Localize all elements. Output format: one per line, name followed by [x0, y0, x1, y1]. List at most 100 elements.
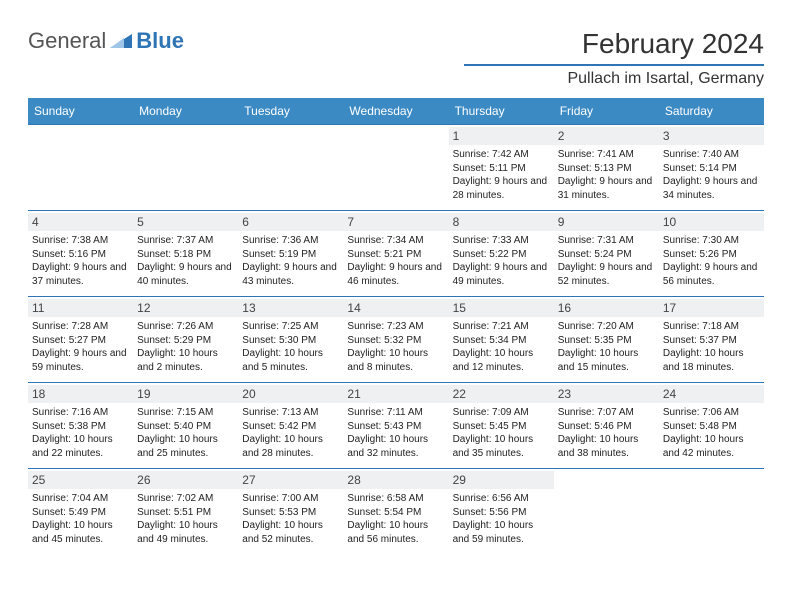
- calendar-cell: [659, 469, 764, 555]
- day-info: Sunrise: 7:33 AMSunset: 5:22 PMDaylight:…: [453, 234, 550, 288]
- calendar-cell: 27Sunrise: 7:00 AMSunset: 5:53 PMDayligh…: [238, 469, 343, 555]
- day-number: 13: [238, 299, 343, 317]
- calendar-cell: 3 Sunrise: 7:40 AMSunset: 5:14 PMDaylight…: [659, 125, 764, 211]
- calendar-cell: 9 Sunrise: 7:31 AMSunset: 5:24 PMDaylight…: [554, 211, 659, 297]
- day-info: Sunrise: 7:28 AMSunset: 5:27 PMDaylight:…: [32, 320, 129, 374]
- day-number: 29: [449, 471, 554, 489]
- day-info: Sunrise: 7:23 AMSunset: 5:32 PMDaylight:…: [347, 320, 444, 374]
- day-info: Sunrise: 7:42 AMSunset: 5:11 PMDaylight:…: [453, 148, 550, 202]
- day-info: Sunrise: 7:40 AMSunset: 5:14 PMDaylight:…: [663, 148, 760, 202]
- brand-word1: General: [28, 28, 106, 54]
- day-info: Sunrise: 7:34 AMSunset: 5:21 PMDaylight:…: [347, 234, 444, 288]
- day-number: 7: [343, 213, 448, 231]
- day-number: 25: [28, 471, 133, 489]
- calendar-header-row: SundayMondayTuesdayWednesdayThursdayFrid…: [28, 98, 764, 125]
- calendar-cell: 22Sunrise: 7:09 AMSunset: 5:45 PMDayligh…: [449, 383, 554, 469]
- calendar-cell: 18 Sunrise: 7:16 AMSunset: 5:38 PMDayligh…: [28, 383, 133, 469]
- month-title: February 2024: [464, 28, 764, 60]
- day-number: 21: [343, 385, 448, 403]
- title-block: February 2024 Pullach im Isartal, German…: [464, 28, 764, 88]
- calendar-cell: 14 Sunrise: 7:23 AMSunset: 5:32 PMDayligh…: [343, 297, 448, 383]
- calendar-table: SundayMondayTuesdayWednesdayThursdayFrid…: [28, 98, 764, 555]
- day-info: Sunrise: 7:36 AMSunset: 5:19 PMDaylight:…: [242, 234, 339, 288]
- day-number: 16: [554, 299, 659, 317]
- day-number: 10: [659, 213, 764, 231]
- calendar-cell: 21 Sunrise: 7:11 AMSunset: 5:43 PMDayligh…: [343, 383, 448, 469]
- calendar-cell: 29 Sunrise: 6:56 AMSunset: 5:56 PMDayligh…: [449, 469, 554, 555]
- day-number: 2: [554, 127, 659, 145]
- day-info: Sunrise: 7:15 AMSunset: 5:40 PMDaylight:…: [137, 406, 234, 460]
- day-info: Sunrise: 7:11 AMSunset: 5:43 PMDaylight:…: [347, 406, 444, 460]
- day-number: 5: [133, 213, 238, 231]
- weekday-header: Friday: [554, 98, 659, 125]
- day-info: Sunrise: 7:04 AMSunset: 5:49 PMDaylight:…: [32, 492, 129, 546]
- day-number: 15: [449, 299, 554, 317]
- weekday-header: Monday: [133, 98, 238, 125]
- brand-logo: General Blue: [28, 28, 184, 54]
- brand-triangle-icon: [110, 34, 132, 48]
- calendar-cell: [554, 469, 659, 555]
- calendar-body: 1 Sunrise: 7:42 AMSunset: 5:11 PMDaylight…: [28, 125, 764, 555]
- calendar-cell: 2 Sunrise: 7:41 AMSunset: 5:13 PMDaylight…: [554, 125, 659, 211]
- day-info: Sunrise: 7:16 AMSunset: 5:38 PMDaylight:…: [32, 406, 129, 460]
- day-number: 18: [28, 385, 133, 403]
- calendar-cell: 16 Sunrise: 7:20 AMSunset: 5:35 PMDayligh…: [554, 297, 659, 383]
- calendar-cell: 7 Sunrise: 7:34 AMSunset: 5:21 PMDaylight…: [343, 211, 448, 297]
- calendar-cell: 28 Sunrise: 6:58 AMSunset: 5:54 PMDayligh…: [343, 469, 448, 555]
- weekday-header: Sunday: [28, 98, 133, 125]
- calendar-cell: 10Sunrise: 7:30 AMSunset: 5:26 PMDayligh…: [659, 211, 764, 297]
- day-number: 23: [554, 385, 659, 403]
- calendar-cell: 13 Sunrise: 7:25 AMSunset: 5:30 PMDayligh…: [238, 297, 343, 383]
- header: General Blue February 2024 Pullach im Is…: [28, 28, 764, 88]
- day-number: 20: [238, 385, 343, 403]
- day-info: Sunrise: 7:21 AMSunset: 5:34 PMDaylight:…: [453, 320, 550, 374]
- weekday-header: Saturday: [659, 98, 764, 125]
- calendar-cell: [133, 125, 238, 211]
- day-info: Sunrise: 7:09 AMSunset: 5:45 PMDaylight:…: [453, 406, 550, 460]
- calendar-cell: 23 Sunrise: 7:07 AMSunset: 5:46 PMDayligh…: [554, 383, 659, 469]
- calendar-cell: 8 Sunrise: 7:33 AMSunset: 5:22 PMDaylight…: [449, 211, 554, 297]
- calendar-cell: 17Sunrise: 7:18 AMSunset: 5:37 PMDayligh…: [659, 297, 764, 383]
- day-number: 9: [554, 213, 659, 231]
- day-info: Sunrise: 7:20 AMSunset: 5:35 PMDaylight:…: [558, 320, 655, 374]
- calendar-cell: 26 Sunrise: 7:02 AMSunset: 5:51 PMDayligh…: [133, 469, 238, 555]
- day-info: Sunrise: 7:00 AMSunset: 5:53 PMDaylight:…: [242, 492, 339, 546]
- day-info: Sunrise: 7:31 AMSunset: 5:24 PMDaylight:…: [558, 234, 655, 288]
- calendar-cell: 5Sunrise: 7:37 AMSunset: 5:18 PMDaylight…: [133, 211, 238, 297]
- day-number: 17: [659, 299, 764, 317]
- day-number: 26: [133, 471, 238, 489]
- day-info: Sunrise: 7:07 AMSunset: 5:46 PMDaylight:…: [558, 406, 655, 460]
- calendar-cell: [238, 125, 343, 211]
- calendar-cell: 6 Sunrise: 7:36 AMSunset: 5:19 PMDaylight…: [238, 211, 343, 297]
- day-number: 3: [659, 127, 764, 145]
- day-number: 24: [659, 385, 764, 403]
- day-info: Sunrise: 6:58 AMSunset: 5:54 PMDaylight:…: [347, 492, 444, 546]
- day-number: 6: [238, 213, 343, 231]
- day-number: 1: [449, 127, 554, 145]
- day-number: 19: [133, 385, 238, 403]
- weekday-header: Tuesday: [238, 98, 343, 125]
- day-number: 8: [449, 213, 554, 231]
- day-info: Sunrise: 6:56 AMSunset: 5:56 PMDaylight:…: [453, 492, 550, 546]
- calendar-cell: 19 Sunrise: 7:15 AMSunset: 5:40 PMDayligh…: [133, 383, 238, 469]
- calendar-cell: 11 Sunrise: 7:28 AMSunset: 5:27 PMDayligh…: [28, 297, 133, 383]
- day-info: Sunrise: 7:25 AMSunset: 5:30 PMDaylight:…: [242, 320, 339, 374]
- location-label: Pullach im Isartal, Germany: [464, 64, 764, 88]
- calendar-cell: 25 Sunrise: 7:04 AMSunset: 5:49 PMDayligh…: [28, 469, 133, 555]
- calendar-cell: 12 Sunrise: 7:26 AMSunset: 5:29 PMDayligh…: [133, 297, 238, 383]
- calendar-cell: 20Sunrise: 7:13 AMSunset: 5:42 PMDayligh…: [238, 383, 343, 469]
- calendar-cell: 1 Sunrise: 7:42 AMSunset: 5:11 PMDaylight…: [449, 125, 554, 211]
- calendar-cell: 15 Sunrise: 7:21 AMSunset: 5:34 PMDayligh…: [449, 297, 554, 383]
- day-info: Sunrise: 7:02 AMSunset: 5:51 PMDaylight:…: [137, 492, 234, 546]
- day-number: 11: [28, 299, 133, 317]
- day-info: Sunrise: 7:41 AMSunset: 5:13 PMDaylight:…: [558, 148, 655, 202]
- calendar-cell: 24Sunrise: 7:06 AMSunset: 5:48 PMDayligh…: [659, 383, 764, 469]
- calendar-cell: [343, 125, 448, 211]
- day-info: Sunrise: 7:26 AMSunset: 5:29 PMDaylight:…: [137, 320, 234, 374]
- day-number: 12: [133, 299, 238, 317]
- day-number: 28: [343, 471, 448, 489]
- calendar-cell: 4Sunrise: 7:38 AMSunset: 5:16 PMDaylight…: [28, 211, 133, 297]
- day-info: Sunrise: 7:38 AMSunset: 5:16 PMDaylight:…: [32, 234, 129, 288]
- weekday-header: Thursday: [449, 98, 554, 125]
- day-number: 14: [343, 299, 448, 317]
